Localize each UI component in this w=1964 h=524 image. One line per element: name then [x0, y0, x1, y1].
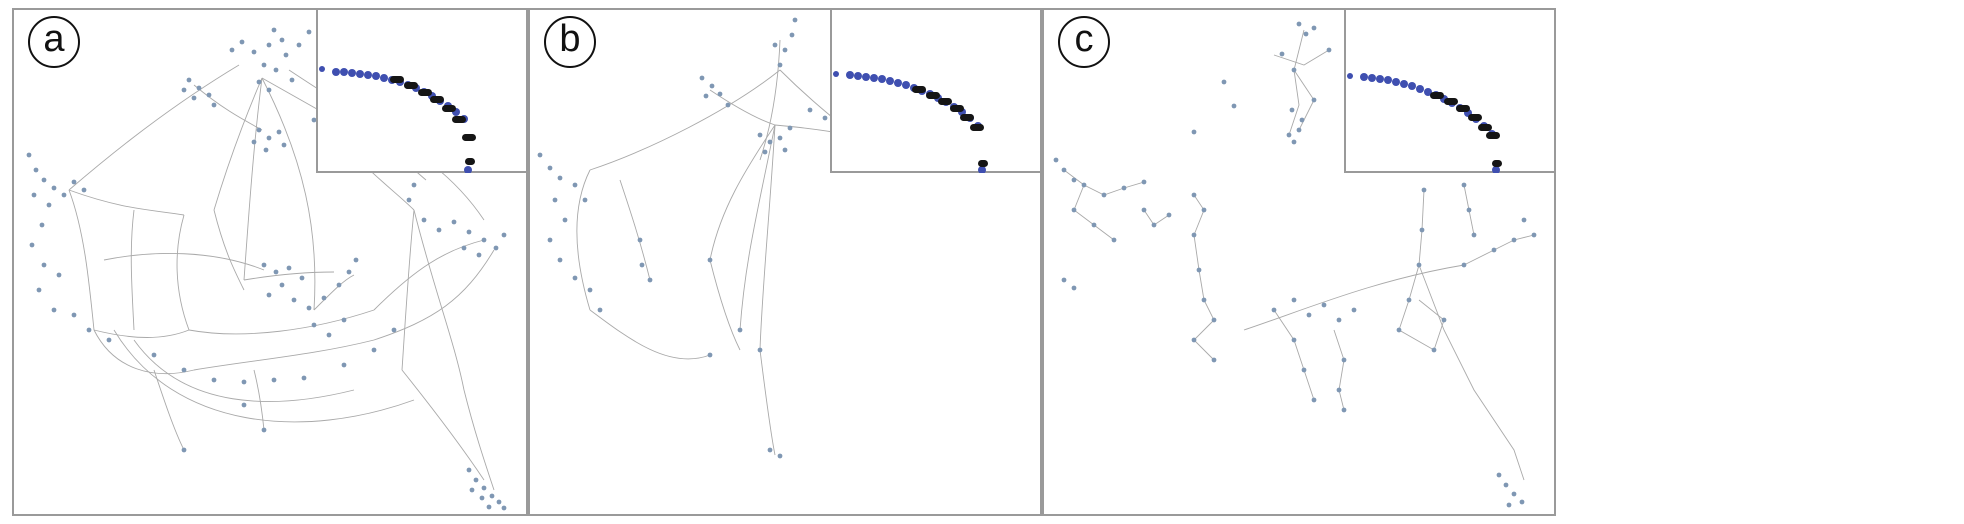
inset-markers-blue — [1347, 73, 1500, 173]
panel-label-text: c — [1074, 18, 1094, 60]
panel-b: b — [528, 8, 1042, 516]
panel-c: c — [1042, 8, 1556, 516]
graph-edges — [68, 64, 495, 491]
inset-markers-black — [1430, 92, 1502, 167]
inset-plot-b — [830, 10, 1040, 173]
network-graph-a — [26, 21, 507, 511]
network-graph-b — [537, 17, 871, 459]
panel-label-text: a — [43, 18, 65, 60]
inset-markers-blue — [833, 71, 986, 173]
inset-markers-black — [912, 86, 988, 167]
inset-plot-a — [316, 10, 526, 173]
panel-a: a — [12, 8, 528, 516]
graph-nodes — [26, 21, 507, 511]
panel-label-text: b — [559, 18, 581, 60]
graph-edges — [576, 39, 871, 456]
graph-edges — [1063, 29, 1535, 481]
inset-markers-black — [390, 76, 476, 165]
panel-label-b: b — [544, 16, 596, 68]
graph-nodes — [1053, 21, 1537, 508]
inset-plot-c — [1344, 10, 1554, 173]
panel-label-a: a — [28, 16, 80, 68]
panel-label-c: c — [1058, 16, 1110, 68]
network-graph-c — [1053, 21, 1537, 508]
graph-nodes — [537, 17, 843, 459]
